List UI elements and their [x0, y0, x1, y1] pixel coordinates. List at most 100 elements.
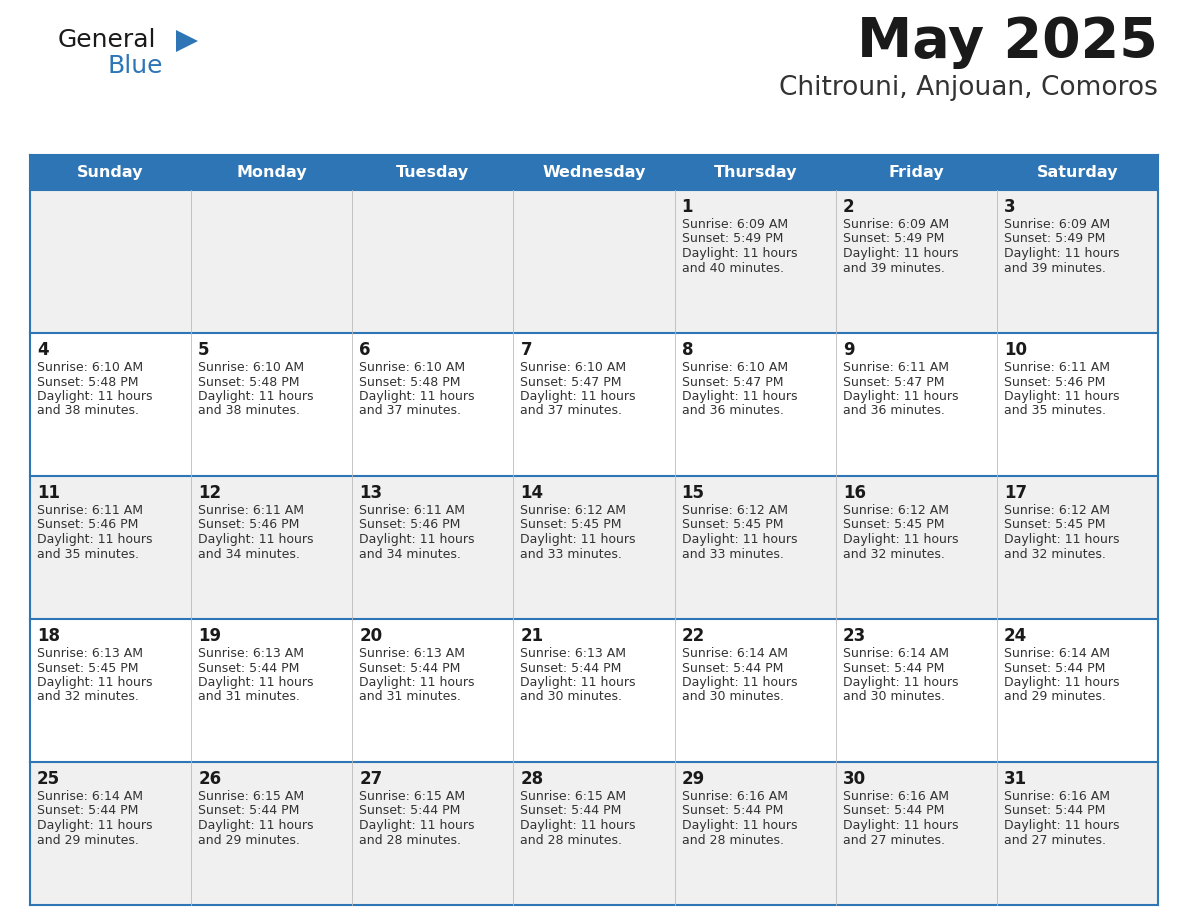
Text: Sunset: 5:45 PM: Sunset: 5:45 PM: [520, 519, 623, 532]
Text: 15: 15: [682, 484, 704, 502]
Text: Sunrise: 6:14 AM: Sunrise: 6:14 AM: [37, 790, 143, 803]
Text: 27: 27: [359, 770, 383, 788]
Text: and 36 minutes.: and 36 minutes.: [842, 405, 944, 418]
Bar: [30, 476, 1158, 619]
Text: and 34 minutes.: and 34 minutes.: [198, 547, 301, 561]
Bar: [30, 333, 1158, 476]
Text: Daylight: 11 hours: Daylight: 11 hours: [1004, 676, 1119, 689]
Text: Sunrise: 6:15 AM: Sunrise: 6:15 AM: [520, 790, 626, 803]
Text: Sunrise: 6:11 AM: Sunrise: 6:11 AM: [842, 361, 949, 374]
Text: Sunset: 5:44 PM: Sunset: 5:44 PM: [359, 804, 461, 818]
Text: Sunrise: 6:11 AM: Sunrise: 6:11 AM: [37, 504, 143, 517]
Text: 22: 22: [682, 627, 704, 645]
Text: Sunrise: 6:16 AM: Sunrise: 6:16 AM: [1004, 790, 1110, 803]
Text: Daylight: 11 hours: Daylight: 11 hours: [520, 676, 636, 689]
Text: 1: 1: [682, 198, 693, 216]
Text: Daylight: 11 hours: Daylight: 11 hours: [682, 533, 797, 546]
Text: Daylight: 11 hours: Daylight: 11 hours: [37, 676, 152, 689]
Text: 14: 14: [520, 484, 544, 502]
Text: 12: 12: [198, 484, 221, 502]
Text: 28: 28: [520, 770, 544, 788]
Bar: [675, 155, 835, 190]
Text: Friday: Friday: [889, 165, 944, 180]
Text: Daylight: 11 hours: Daylight: 11 hours: [842, 819, 959, 832]
Text: Sunrise: 6:09 AM: Sunrise: 6:09 AM: [1004, 218, 1110, 231]
Text: Sunrise: 6:15 AM: Sunrise: 6:15 AM: [359, 790, 466, 803]
Text: Daylight: 11 hours: Daylight: 11 hours: [1004, 247, 1119, 260]
Text: Daylight: 11 hours: Daylight: 11 hours: [520, 819, 636, 832]
Text: Sunrise: 6:12 AM: Sunrise: 6:12 AM: [520, 504, 626, 517]
Text: and 27 minutes.: and 27 minutes.: [842, 834, 944, 846]
Text: 30: 30: [842, 770, 866, 788]
Text: Sunset: 5:47 PM: Sunset: 5:47 PM: [682, 375, 783, 388]
Text: Daylight: 11 hours: Daylight: 11 hours: [1004, 390, 1119, 403]
Text: Sunday: Sunday: [77, 165, 144, 180]
Text: Thursday: Thursday: [713, 165, 797, 180]
Text: Sunset: 5:44 PM: Sunset: 5:44 PM: [37, 804, 138, 818]
Text: Daylight: 11 hours: Daylight: 11 hours: [682, 819, 797, 832]
Text: 5: 5: [198, 341, 209, 359]
Text: 25: 25: [37, 770, 61, 788]
Text: Sunset: 5:44 PM: Sunset: 5:44 PM: [520, 662, 621, 675]
Text: 11: 11: [37, 484, 61, 502]
Text: and 34 minutes.: and 34 minutes.: [359, 547, 461, 561]
Text: Daylight: 11 hours: Daylight: 11 hours: [37, 533, 152, 546]
Text: Sunrise: 6:09 AM: Sunrise: 6:09 AM: [682, 218, 788, 231]
Text: 8: 8: [682, 341, 693, 359]
Text: 19: 19: [198, 627, 221, 645]
Bar: [30, 619, 1158, 762]
Text: Sunrise: 6:14 AM: Sunrise: 6:14 AM: [1004, 647, 1110, 660]
Text: and 28 minutes.: and 28 minutes.: [359, 834, 461, 846]
Text: Daylight: 11 hours: Daylight: 11 hours: [842, 676, 959, 689]
Text: Daylight: 11 hours: Daylight: 11 hours: [37, 390, 152, 403]
Text: Daylight: 11 hours: Daylight: 11 hours: [359, 390, 475, 403]
Text: and 37 minutes.: and 37 minutes.: [359, 405, 461, 418]
Text: Sunset: 5:49 PM: Sunset: 5:49 PM: [1004, 232, 1105, 245]
Text: Daylight: 11 hours: Daylight: 11 hours: [198, 533, 314, 546]
Text: and 27 minutes.: and 27 minutes.: [1004, 834, 1106, 846]
Text: Sunrise: 6:16 AM: Sunrise: 6:16 AM: [682, 790, 788, 803]
Text: Monday: Monday: [236, 165, 307, 180]
Text: Sunrise: 6:10 AM: Sunrise: 6:10 AM: [198, 361, 304, 374]
Text: General: General: [58, 28, 157, 52]
Text: and 28 minutes.: and 28 minutes.: [682, 834, 784, 846]
Bar: [30, 762, 1158, 905]
Text: and 39 minutes.: and 39 minutes.: [1004, 262, 1106, 274]
Text: Daylight: 11 hours: Daylight: 11 hours: [842, 533, 959, 546]
Text: Sunset: 5:44 PM: Sunset: 5:44 PM: [842, 662, 944, 675]
Text: Sunrise: 6:10 AM: Sunrise: 6:10 AM: [682, 361, 788, 374]
Text: Chitrouni, Anjouan, Comoros: Chitrouni, Anjouan, Comoros: [779, 75, 1158, 101]
Text: Sunset: 5:46 PM: Sunset: 5:46 PM: [359, 519, 461, 532]
Text: Daylight: 11 hours: Daylight: 11 hours: [198, 676, 314, 689]
Text: 26: 26: [198, 770, 221, 788]
Bar: [30, 155, 191, 190]
Text: Saturday: Saturday: [1037, 165, 1118, 180]
Text: 20: 20: [359, 627, 383, 645]
Text: Daylight: 11 hours: Daylight: 11 hours: [198, 390, 314, 403]
Text: Sunrise: 6:14 AM: Sunrise: 6:14 AM: [682, 647, 788, 660]
Text: Sunrise: 6:12 AM: Sunrise: 6:12 AM: [842, 504, 949, 517]
Text: 3: 3: [1004, 198, 1016, 216]
Bar: [191, 155, 353, 190]
Text: Sunrise: 6:10 AM: Sunrise: 6:10 AM: [359, 361, 466, 374]
Text: and 37 minutes.: and 37 minutes.: [520, 405, 623, 418]
Text: Sunset: 5:44 PM: Sunset: 5:44 PM: [1004, 662, 1105, 675]
Text: Sunrise: 6:11 AM: Sunrise: 6:11 AM: [198, 504, 304, 517]
Text: Sunrise: 6:09 AM: Sunrise: 6:09 AM: [842, 218, 949, 231]
Text: and 33 minutes.: and 33 minutes.: [682, 547, 783, 561]
Text: Daylight: 11 hours: Daylight: 11 hours: [682, 247, 797, 260]
Text: Blue: Blue: [108, 54, 164, 78]
Text: 17: 17: [1004, 484, 1026, 502]
Text: and 31 minutes.: and 31 minutes.: [359, 690, 461, 703]
Text: Sunrise: 6:12 AM: Sunrise: 6:12 AM: [682, 504, 788, 517]
Text: Sunset: 5:49 PM: Sunset: 5:49 PM: [842, 232, 944, 245]
Text: 6: 6: [359, 341, 371, 359]
Text: Daylight: 11 hours: Daylight: 11 hours: [1004, 533, 1119, 546]
Text: Daylight: 11 hours: Daylight: 11 hours: [359, 819, 475, 832]
Text: Daylight: 11 hours: Daylight: 11 hours: [37, 819, 152, 832]
Text: Sunset: 5:45 PM: Sunset: 5:45 PM: [37, 662, 139, 675]
Text: Sunset: 5:44 PM: Sunset: 5:44 PM: [682, 804, 783, 818]
Text: Wednesday: Wednesday: [542, 165, 646, 180]
Text: Daylight: 11 hours: Daylight: 11 hours: [842, 247, 959, 260]
Text: Sunset: 5:48 PM: Sunset: 5:48 PM: [359, 375, 461, 388]
